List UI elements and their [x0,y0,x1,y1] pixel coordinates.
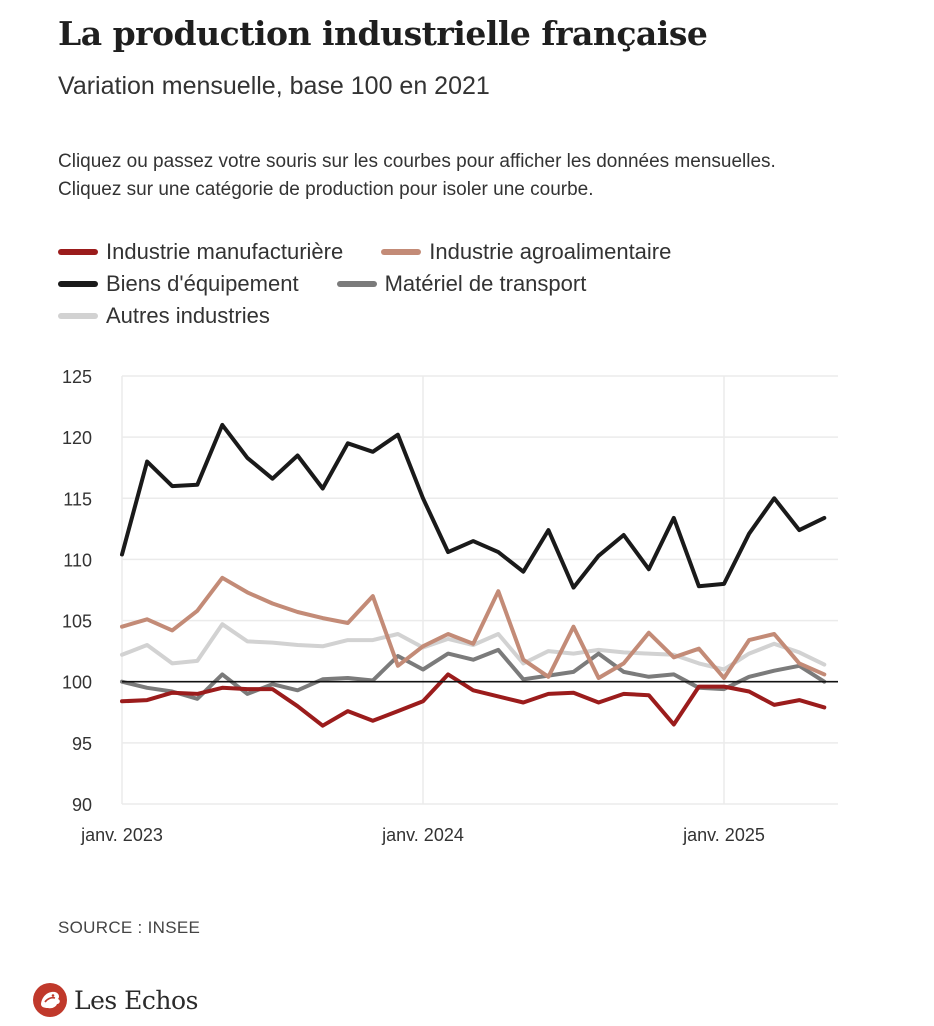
chart-title: La production industrielle française [58,14,708,53]
legend-item-transport[interactable]: Matériel de transport [336,271,587,297]
y-tick-label: 110 [63,550,92,570]
y-tick-label: 105 [62,612,92,632]
y-tick-label: 95 [72,734,92,754]
legend-row: Industrie manufacturière Industrie agroal… [58,236,878,268]
legend-swatch [58,249,98,255]
x-tick-label: janv. 2023 [80,825,163,845]
legend-label: Matériel de transport [384,271,587,296]
y-tick-label: 120 [62,428,92,448]
legend-label: Industrie agroalimentaire [429,239,672,264]
legend-swatch [336,281,377,287]
instructions: Cliquez ou passez votre souris sur les c… [58,148,776,204]
y-tick-label: 125 [62,367,92,387]
source-note: SOURCE : INSEE [58,918,201,937]
legend-item-manufacturiere[interactable]: Industrie manufacturière [58,239,343,265]
legend-label: Autres industries [106,303,270,328]
y-tick-label: 115 [63,489,92,509]
legend-item-autres[interactable]: Autres industries [58,303,270,329]
les-echos-lion-icon [33,983,67,1017]
legend-swatch [58,313,98,319]
publisher-logo[interactable]: Les Echos [32,982,198,1018]
instruction-line-1: Cliquez ou passez votre souris sur les c… [58,151,776,172]
logo-text: Les Echos [74,985,198,1015]
series-line-agroalimentaire[interactable] [120,575,827,680]
legend-label: Biens d'équipement [106,271,299,296]
y-tick-label: 100 [62,673,92,693]
x-tick-label: janv. 2025 [682,825,765,845]
legend: Industrie manufacturière Industrie agroal… [58,236,878,332]
legend-row: Autres industries [58,300,878,332]
legend-item-agroalimentaire[interactable]: Industrie agroalimentaire [381,239,671,265]
instruction-line-2: Cliquez sur une catégorie de production … [58,179,594,200]
series-line-autres[interactable] [120,622,827,672]
legend-row: Biens d'équipement Matériel de transport [58,268,878,300]
y-tick-label: 90 [72,795,92,815]
legend-swatch [58,281,98,287]
legend-label: Industrie manufacturière [106,239,344,264]
x-tick-label: janv. 2024 [381,825,464,845]
legend-swatch [381,249,422,255]
line-chart[interactable]: 90 95 100 105 110 115 120 125 janv. 2023 janv. 20… [0,0,934,900]
series-line-equipement[interactable] [120,422,827,590]
chart-subtitle: Variation mensuelle, base 100 en 2021 [58,72,490,100]
series-line-manufacturiere[interactable] [120,672,827,728]
legend-item-equipement[interactable]: Biens d'équipement [58,271,299,297]
